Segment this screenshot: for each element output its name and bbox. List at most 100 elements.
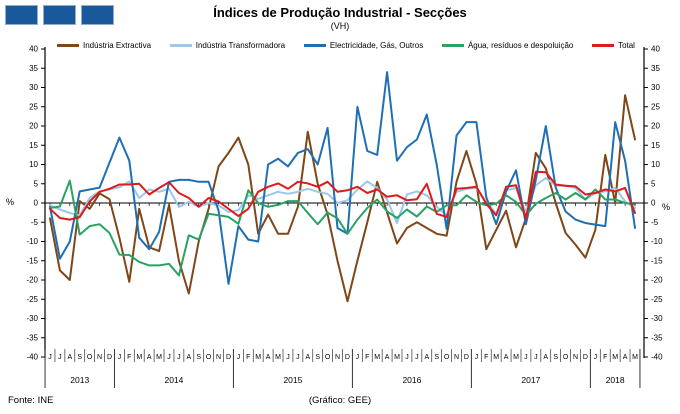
svg-text:J: J (415, 354, 419, 361)
logo-squares (5, 5, 114, 25)
svg-text:J: J (534, 354, 538, 361)
svg-text:15: 15 (651, 141, 660, 150)
svg-text:-5: -5 (651, 218, 659, 227)
svg-text:2016: 2016 (402, 375, 421, 385)
svg-text:A: A (424, 354, 429, 361)
svg-text:M: M (156, 354, 162, 361)
svg-text:N: N (573, 354, 578, 361)
svg-text:A: A (543, 354, 548, 361)
svg-text:-30: -30 (651, 314, 663, 323)
legend-swatch (169, 44, 192, 47)
svg-text:A: A (186, 354, 191, 361)
svg-text:J: J (58, 354, 62, 361)
svg-text:J: J (524, 354, 528, 361)
svg-text:M: M (612, 354, 618, 361)
svg-text:D: D (107, 354, 112, 361)
svg-text:-5: -5 (31, 218, 39, 227)
svg-text:J: J (167, 354, 171, 361)
svg-text:F: F (484, 354, 488, 361)
svg-text:J: J (356, 354, 360, 361)
svg-text:F: F (365, 354, 369, 361)
svg-text:A: A (147, 354, 152, 361)
svg-text:D: D (464, 354, 469, 361)
svg-text:35: 35 (651, 64, 660, 73)
svg-text:S: S (77, 354, 82, 361)
svg-text:J: J (177, 354, 181, 361)
svg-text:J: J (405, 354, 409, 361)
svg-text:-15: -15 (651, 256, 663, 265)
logo-square (5, 5, 38, 25)
svg-text:M: M (632, 354, 638, 361)
svg-text:O: O (325, 354, 331, 361)
svg-text:-20: -20 (26, 276, 38, 285)
legend-item: Electricidade, Gás, Outros (303, 41, 424, 50)
legend-label: Electricidade, Gás, Outros (329, 41, 424, 50)
svg-text:O: O (87, 354, 93, 361)
svg-text:N: N (97, 354, 102, 361)
svg-text:A: A (67, 354, 72, 361)
chart-legend: Indústria Extractiva Indústria Transforma… (57, 41, 635, 50)
svg-text:A: A (305, 354, 310, 361)
svg-text:25: 25 (29, 102, 38, 111)
svg-text:30: 30 (651, 83, 660, 92)
svg-text:M: M (275, 354, 281, 361)
legend-label: Total (618, 41, 635, 50)
y-axis-unit-right: % (662, 202, 671, 212)
svg-text:M: M (493, 354, 499, 361)
y-axis-unit-left: % (6, 197, 15, 207)
svg-text:5: 5 (651, 179, 656, 188)
svg-text:10: 10 (651, 160, 660, 169)
legend-swatch (592, 44, 615, 47)
svg-text:2015: 2015 (283, 375, 302, 385)
legend-swatch (57, 44, 79, 47)
svg-text:M: M (374, 354, 380, 361)
svg-text:D: D (226, 354, 231, 361)
svg-text:5: 5 (34, 179, 39, 188)
svg-text:40: 40 (29, 45, 38, 54)
svg-text:-35: -35 (26, 333, 38, 342)
svg-text:J: J (286, 354, 290, 361)
svg-text:-40: -40 (26, 353, 38, 362)
svg-text:-25: -25 (26, 295, 38, 304)
svg-text:J: J (296, 354, 300, 361)
svg-text:-10: -10 (651, 237, 663, 246)
svg-text:2018: 2018 (606, 375, 625, 385)
legend-label: Água, resíduos e despoluição (467, 41, 574, 50)
svg-text:S: S (434, 354, 439, 361)
svg-text:10: 10 (29, 160, 38, 169)
page-subtitle: (VH) (330, 21, 350, 31)
svg-text:-20: -20 (651, 276, 663, 285)
svg-text:20: 20 (651, 122, 660, 131)
svg-text:A: A (385, 354, 390, 361)
svg-text:J: J (48, 354, 52, 361)
svg-text:2017: 2017 (521, 375, 540, 385)
logo-square (81, 5, 114, 25)
svg-text:S: S (553, 354, 558, 361)
legend-item: Total (592, 41, 635, 50)
svg-text:-10: -10 (26, 237, 38, 246)
svg-text:A: A (623, 354, 628, 361)
svg-text:N: N (216, 354, 221, 361)
svg-text:0: 0 (651, 199, 656, 208)
svg-text:F: F (127, 354, 131, 361)
svg-text:F: F (603, 354, 607, 361)
legend-label: Indústria Transformadora (195, 41, 286, 50)
svg-text:25: 25 (651, 102, 660, 111)
svg-text:30: 30 (29, 83, 38, 92)
chart-credit: (Gráfico: GEE) (308, 395, 372, 406)
legend-label: Indústria Extractiva (83, 41, 152, 50)
svg-text:20: 20 (29, 122, 38, 131)
logo-square (43, 5, 76, 25)
svg-text:O: O (206, 354, 212, 361)
svg-text:A: A (504, 354, 509, 361)
legend-swatch (441, 44, 464, 47)
svg-text:15: 15 (29, 141, 38, 150)
svg-text:D: D (583, 354, 588, 361)
page-title: Índices de Produção Industrial - Secções (213, 5, 467, 20)
svg-text:J: J (475, 354, 479, 361)
svg-text:M: M (136, 354, 142, 361)
svg-text:2013: 2013 (70, 375, 89, 385)
svg-text:N: N (454, 354, 459, 361)
svg-text:A: A (266, 354, 271, 361)
